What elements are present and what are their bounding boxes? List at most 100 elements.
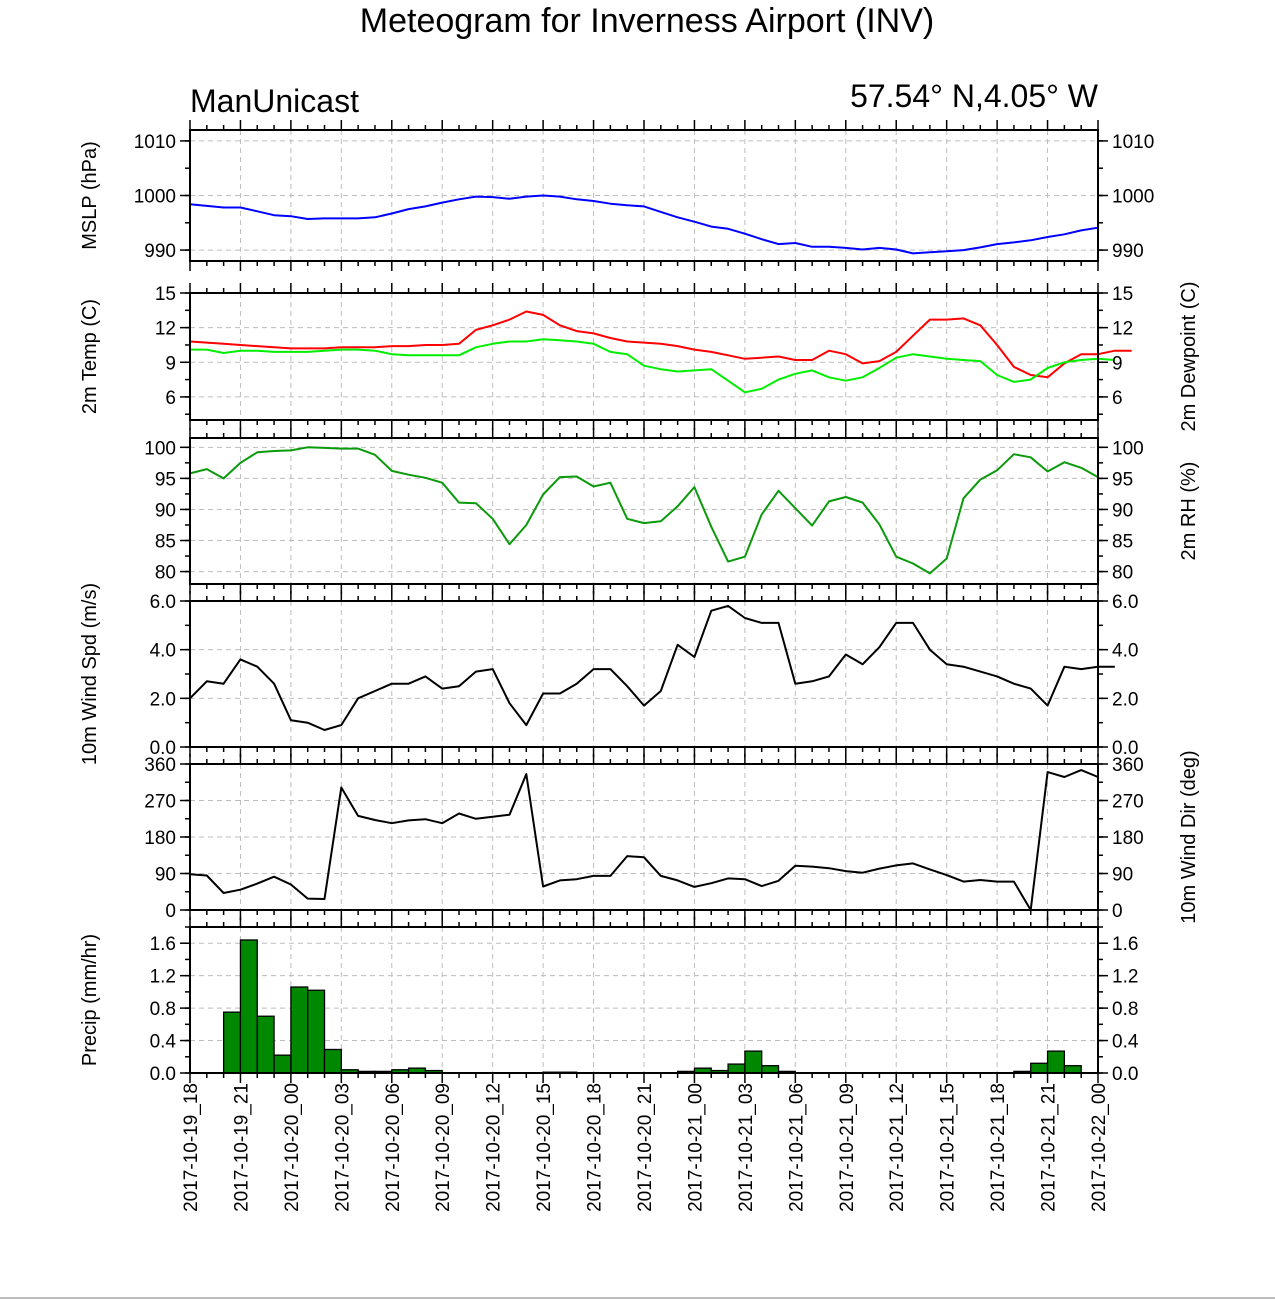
y-tick-label-right: 2.0 <box>1112 689 1138 710</box>
precip-bar <box>1046 1050 1066 1074</box>
y-tick-label-right: 990 <box>1112 241 1144 262</box>
x-tick-label: 2017-10-21_06 <box>786 1083 807 1212</box>
y-tick-label-right: 180 <box>1112 828 1144 849</box>
y-tick-label-left: 1010 <box>134 132 176 153</box>
series-line-mslp <box>189 194 1099 255</box>
y-tick-label-left: 1.2 <box>150 967 176 988</box>
panel-rh: 80 80 85 85 90 90 95 95 100 100 2m RH (%) <box>144 428 1200 594</box>
y-tick-label-right: 0 <box>1112 901 1123 922</box>
precip-bar <box>290 986 309 1074</box>
y-tick-label-right: 95 <box>1112 469 1133 490</box>
chart-title: Meteogram for Inverness Airport (INV) <box>360 2 934 40</box>
y-tick-label-left: 1000 <box>134 187 176 208</box>
y-tick-label-left: 270 <box>144 792 176 813</box>
x-tick-label: 2017-10-21_09 <box>837 1083 858 1212</box>
precip-bar <box>1030 1062 1049 1074</box>
x-tick-label: 2017-10-20_03 <box>332 1083 353 1212</box>
precip-bar <box>256 1015 275 1074</box>
y-axis-label-right: 2m Dewpoint (C) <box>1178 281 1200 431</box>
x-tick-label: 2017-10-21_18 <box>988 1083 1009 1212</box>
y-tick-label-right: 0.8 <box>1112 999 1138 1020</box>
y-tick-label-right: 100 <box>1112 438 1144 459</box>
y-axis-label-left: Precip (mm/hr) <box>79 934 101 1066</box>
panel-wdir: 0 0 90 90 180 180 270 270 360 360 10m Wind Dir (de… <box>144 750 1200 923</box>
y-tick-label-left: 9 <box>165 353 176 374</box>
y-tick-label-left: 0.8 <box>150 999 176 1020</box>
y-tick-label-left: 12 <box>155 319 176 340</box>
location-label: 57.54° N,4.05° W <box>850 78 1099 114</box>
y-tick-label-right: 9 <box>1112 353 1123 374</box>
y-tick-label-left: 15 <box>155 284 176 305</box>
y-tick-label-right: 90 <box>1112 865 1133 886</box>
y-axis-label-left: MSLP (hPa) <box>79 141 101 250</box>
y-tick-label-left: 85 <box>155 532 176 553</box>
panel-wspd: 0.0 0.0 2.0 2.0 4.0 4.0 6.0 6.0 10m Wind Spd (m/… <box>79 583 1138 765</box>
y-axis-label-right: 10m Wind Dir (deg) <box>1178 750 1200 923</box>
x-tick-label: 2017-10-20_18 <box>585 1083 606 1212</box>
y-tick-label-left: 2.0 <box>150 689 176 710</box>
y-tick-label-left: 6 <box>165 388 176 409</box>
y-tick-label-left: 95 <box>155 469 176 490</box>
precip-bar <box>761 1065 780 1074</box>
x-tick-label: 2017-10-20_21 <box>635 1083 656 1212</box>
y-tick-label-right: 0.0 <box>1112 1064 1138 1085</box>
precip-bar <box>744 1050 763 1074</box>
y-tick-label-right: 6 <box>1112 388 1123 409</box>
series-line-rh <box>189 446 1099 575</box>
x-tick-label: 2017-10-20_12 <box>484 1083 505 1212</box>
y-tick-label-left: 90 <box>155 500 176 521</box>
y-tick-label-left: 1.6 <box>150 934 176 955</box>
precip-bar <box>323 1048 342 1074</box>
y-axis-label-right: 2m RH (%) <box>1178 462 1200 561</box>
y-tick-label-right: 360 <box>1112 755 1144 776</box>
x-tick-label: 2017-10-21_12 <box>887 1083 908 1212</box>
y-tick-label-left: 0.0 <box>150 738 176 759</box>
y-tick-label-right: 12 <box>1112 319 1133 340</box>
y-tick-label-right: 0.0 <box>1112 738 1138 759</box>
y-tick-label-left: 90 <box>155 865 176 886</box>
y-tick-label-right: 90 <box>1112 500 1133 521</box>
y-tick-label-right: 270 <box>1112 792 1144 813</box>
series-line-dewpoint <box>190 338 1115 394</box>
y-tick-label-left: 0.4 <box>150 1032 177 1053</box>
precip-bar <box>222 1011 242 1074</box>
panel-precip: 0.0 0.0 0.4 0.4 0.8 0.8 1.2 1.2 1.6 1.6 Precip (mm… <box>79 917 1139 1085</box>
x-tick-label: 2017-10-19_18 <box>181 1083 202 1212</box>
y-tick-label-left: 100 <box>144 438 176 459</box>
y-tick-label-right: 85 <box>1112 532 1133 553</box>
y-tick-label-left: 360 <box>144 755 176 776</box>
y-tick-label-right: 1000 <box>1112 187 1154 208</box>
y-tick-label-right: 1010 <box>1112 132 1154 153</box>
y-tick-label-left: 4.0 <box>150 641 176 662</box>
x-tick-label: 2017-10-20_00 <box>282 1083 303 1212</box>
y-tick-label-right: 4.0 <box>1112 641 1138 662</box>
y-tick-label-left: 180 <box>144 828 176 849</box>
y-axis-label-left: 10m Wind Spd (m/s) <box>79 583 101 765</box>
series-line-wind <box>189 769 1099 911</box>
y-tick-label-right: 1.6 <box>1112 934 1138 955</box>
precip-bar <box>239 939 258 1074</box>
x-tick-label: 2017-10-21_15 <box>938 1083 959 1212</box>
precip-bar <box>307 989 326 1074</box>
y-tick-label-right: 15 <box>1112 284 1133 305</box>
x-tick-label: 2017-10-20_09 <box>433 1083 454 1212</box>
series-line-wind <box>189 604 1115 731</box>
y-tick-label-left: 80 <box>155 563 176 584</box>
y-tick-label-right: 6.0 <box>1112 592 1138 613</box>
panel-temp: 6 6 9 9 12 12 15 15 2m Temp (C) 2m Dewpoint (C) <box>79 281 1200 431</box>
model-label: ManUnicast <box>190 83 359 119</box>
x-tick-labels: 2017-10-19_18 2017-10-19_21 2017-10-20_00 2… <box>181 1083 1110 1212</box>
x-tick-label: 2017-10-22_00 <box>1089 1083 1110 1212</box>
x-tick-label: 2017-10-21_21 <box>1039 1083 1060 1212</box>
x-tick-label: 2017-10-21_00 <box>685 1083 706 1212</box>
x-tick-label: 2017-10-20_15 <box>534 1083 555 1212</box>
y-tick-label-left: 0.0 <box>150 1064 176 1085</box>
panel-mslp: 990 990 1000 1000 1010 1010 MSLP (hPa) <box>79 120 1154 271</box>
y-tick-label-right: 0.4 <box>1112 1032 1139 1053</box>
precip-bar <box>273 1054 292 1074</box>
y-tick-label-left: 0 <box>165 901 176 922</box>
y-tick-label-right: 1.2 <box>1112 967 1138 988</box>
precip-bar <box>727 1063 746 1074</box>
